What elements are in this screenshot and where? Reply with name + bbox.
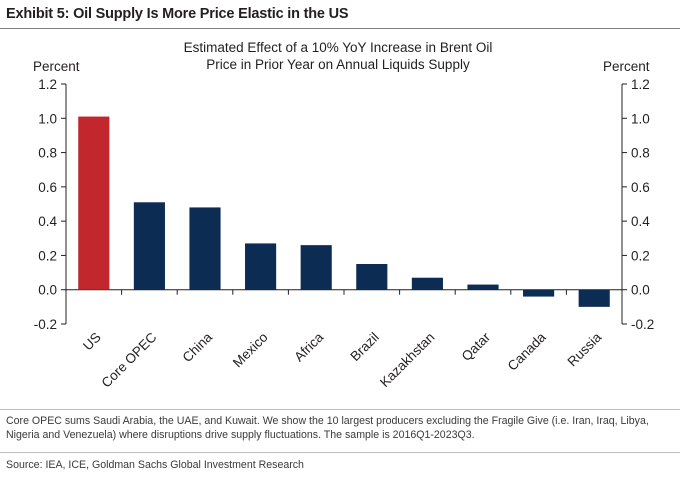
bar-chart: Estimated Effect of a 10% YoY Increase i…: [33, 40, 654, 391]
right-y-tick-label: -0.2: [631, 317, 654, 332]
source-divider: [0, 452, 680, 453]
right-y-tick-label: 0.4: [631, 214, 650, 229]
bar-brazil: [356, 264, 388, 290]
right-y-tick-label: 1.2: [631, 77, 650, 92]
right-axis-label: Percent: [603, 59, 650, 74]
footnote: Core OPEC sums Saudi Arabia, the UAE, an…: [6, 415, 649, 441]
bar-qatar: [467, 284, 499, 290]
left-y-tick-label: 0.4: [38, 214, 57, 229]
bar-core-opec: [133, 202, 165, 290]
x-tick-label: Russia: [565, 329, 605, 369]
right-y-tick-label: 0.0: [631, 283, 650, 298]
x-tick-label: Qatar: [459, 329, 494, 364]
bar-russia: [578, 289, 610, 307]
bar-kazakhstan: [411, 277, 443, 290]
bar-mexico: [245, 243, 277, 290]
x-tick-label: China: [180, 329, 216, 365]
chart-title-line-2: Price in Prior Year on Annual Liquids Su…: [206, 57, 470, 72]
right-y-tick-label: 0.8: [631, 146, 650, 161]
chart-title: Estimated Effect of a 10% YoY Increase i…: [184, 40, 493, 72]
title-divider: [0, 28, 680, 29]
left-y-tick-label: 0.6: [38, 180, 57, 195]
x-tick-label: Africa: [291, 329, 326, 364]
x-tick-label: US: [80, 330, 104, 354]
x-tick-label: Mexico: [230, 330, 271, 371]
x-tick-label: Core OPEC: [99, 329, 160, 390]
right-y-tick-label: 1.0: [631, 111, 650, 126]
right-y-tick-label: 0.2: [631, 248, 650, 263]
right-y-tick-label: 0.6: [631, 180, 650, 195]
chart-title-line-1: Estimated Effect of a 10% YoY Increase i…: [184, 40, 493, 55]
left-y-tick-label: 0.0: [38, 283, 57, 298]
exhibit-title: Exhibit 5: Oil Supply Is More Price Elas…: [6, 6, 349, 22]
footnote-divider: [0, 409, 680, 410]
left-axis-label: Percent: [33, 59, 80, 74]
x-tick-label: Canada: [505, 329, 549, 373]
left-y-tick-label: 0.8: [38, 146, 57, 161]
x-tick-label: Brazil: [347, 330, 381, 364]
source-note: Source: IEA, ICE, Goldman Sachs Global I…: [6, 459, 304, 471]
bar-china: [189, 207, 221, 290]
bar-canada: [523, 289, 555, 297]
left-y-tick-label: -0.2: [34, 317, 57, 332]
left-y-tick-label: 0.2: [38, 248, 57, 263]
left-y-tick-label: 1.2: [38, 77, 57, 92]
bar-africa: [300, 245, 332, 290]
x-tick-label: Kazakhstan: [377, 330, 437, 390]
left-y-tick-label: 1.0: [38, 111, 57, 126]
bar-us: [78, 116, 110, 290]
